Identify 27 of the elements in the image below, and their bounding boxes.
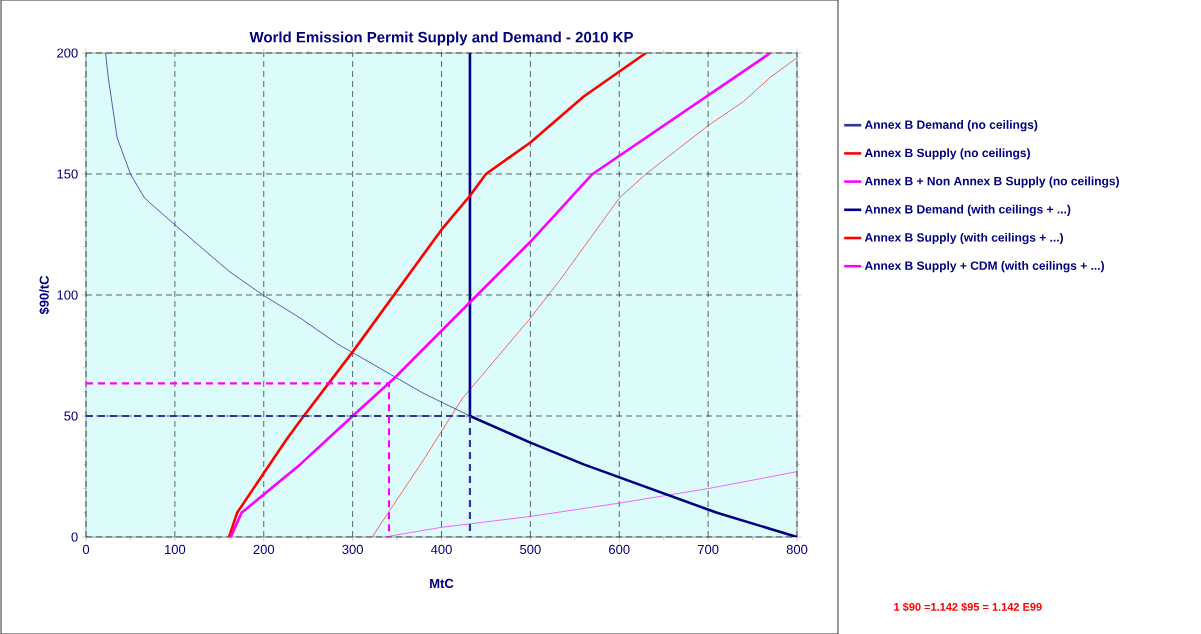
y-tick-label: 0 (71, 532, 78, 542)
x-tick-label: 700 (697, 544, 719, 554)
x-tick-label: 300 (342, 544, 363, 554)
legend-label: Annex B Supply (with ceilings + ...) (864, 232, 1063, 245)
legend-label: Annex B + Non Annex B Supply (no ceilings) (864, 176, 1119, 188)
legend-label: Annex B Demand (no ceilings) (864, 120, 1038, 132)
y-tick-label: 150 (57, 169, 78, 179)
x-tick-label: 800 (786, 544, 808, 554)
line-series (371, 57, 798, 537)
legend-label: Annex B Demand (with ceilings + ...) (864, 204, 1071, 216)
x-tick-label: 100 (165, 544, 186, 554)
x-tick-label: 400 (430, 544, 452, 554)
text: 1 $90 =1.142 $95 = 1.142 E99 (894, 602, 1042, 612)
x-tick-label: 600 (609, 544, 630, 554)
y-tick-label: 100 (57, 290, 78, 300)
x-tick-label: 200 (253, 544, 275, 554)
y-tick-label: 200 (57, 48, 78, 58)
x-tick-label: 0 (82, 544, 90, 554)
y-tick-label: 50 (64, 411, 78, 421)
legend-label: Annex B Supply (no ceilings) (864, 148, 1030, 160)
x-axis-title: MtC (430, 578, 454, 589)
line-series (468, 52, 798, 537)
y-axis-title: $90/tC (39, 275, 50, 315)
line-series (227, 52, 648, 537)
x-tick-label: 500 (520, 544, 541, 554)
legend-label: Annex B Supply + CDM (with ceilings + ...) (864, 261, 1104, 273)
chart-title: World Emission Permit Supply and Demand - 2010 KP (249, 31, 633, 46)
